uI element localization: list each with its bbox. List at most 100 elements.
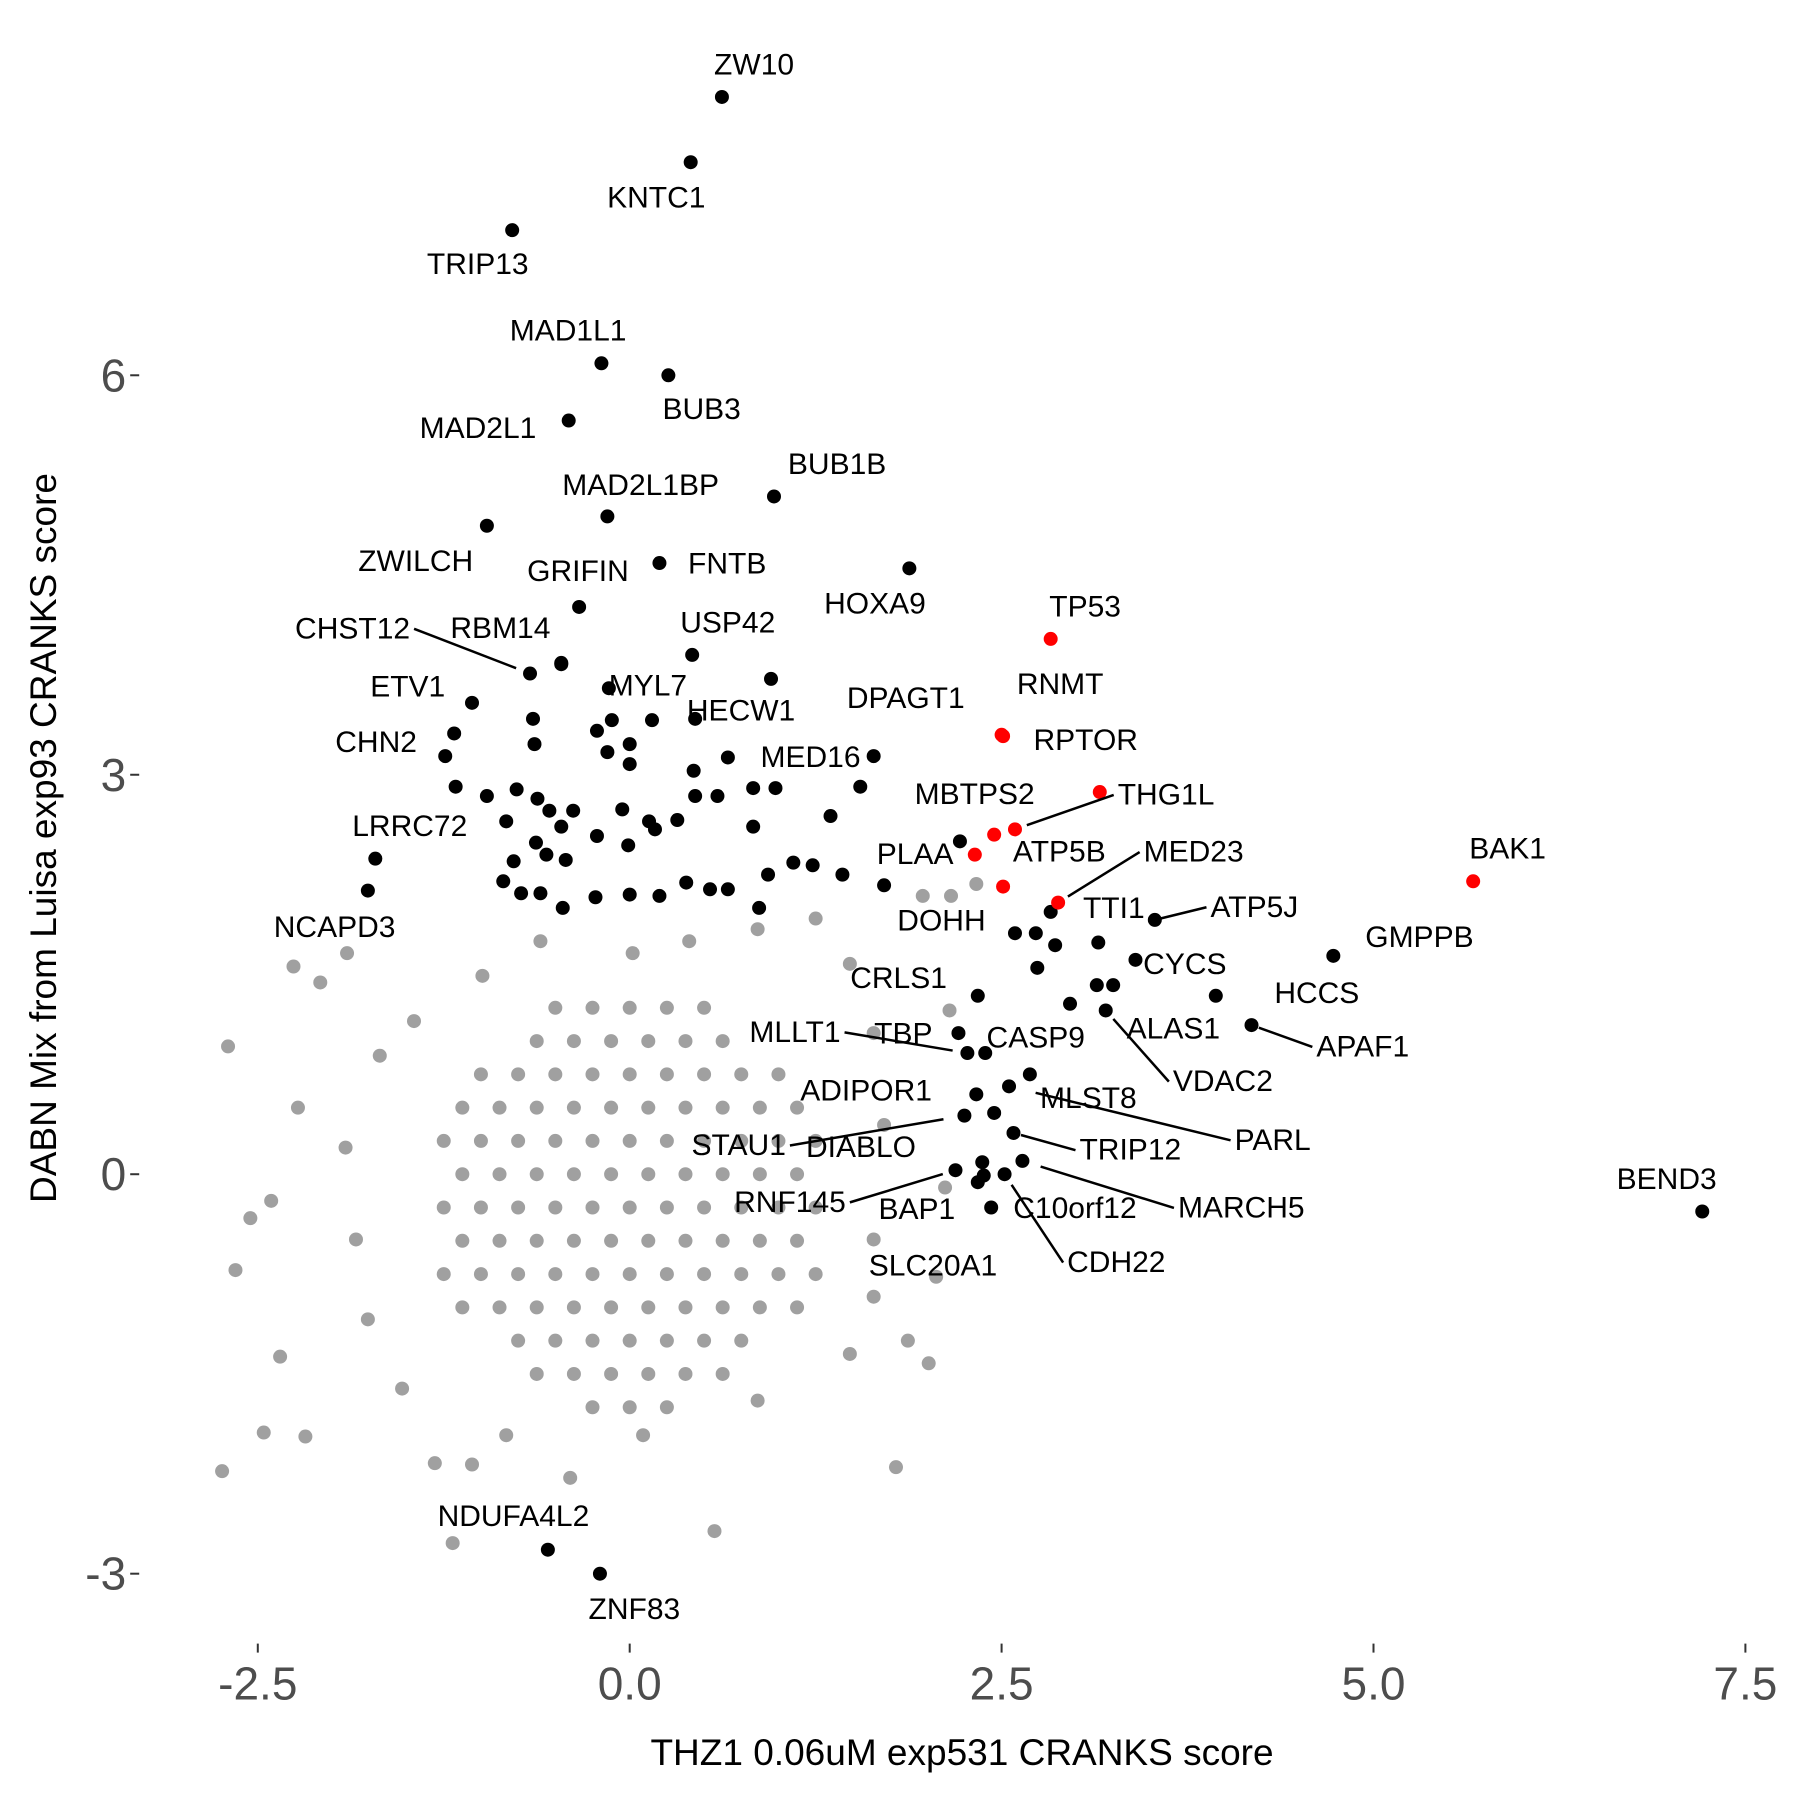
data-point: [678, 1366, 693, 1381]
data-point: [448, 779, 463, 794]
data-point: [436, 1200, 451, 1215]
data-point: [659, 1333, 674, 1348]
data-point: [678, 1100, 693, 1115]
data-point: [960, 1046, 975, 1061]
data-point: [621, 838, 636, 853]
data-point: [750, 922, 765, 937]
data-point: [511, 1267, 526, 1282]
y-axis-title: DABN Mix from Luisa exp93 CRANKS score: [23, 473, 64, 1203]
data-point: [479, 789, 494, 804]
data-point: [715, 1034, 730, 1049]
data-point: [585, 1333, 600, 1348]
data-point: [340, 946, 355, 961]
data-point: [548, 1000, 563, 1015]
data-point: [659, 1267, 674, 1282]
x-axis-title: THZ1 0.06uM exp531 CRANKS score: [650, 1732, 1273, 1773]
point-label: RBM14: [450, 612, 550, 645]
data-point: [228, 1263, 243, 1278]
data-point: [752, 1100, 767, 1115]
point-label: CHST12: [295, 612, 410, 645]
data-point: [1048, 938, 1063, 953]
point-label: HCCS: [1274, 977, 1359, 1010]
point-label: ATP5B: [1013, 836, 1106, 869]
point-label: APAF1: [1316, 1030, 1409, 1063]
point-label: DIABLO: [806, 1131, 916, 1164]
data-point: [842, 956, 857, 971]
data-point: [539, 847, 554, 862]
data-point: [622, 887, 637, 902]
leader-line: [1067, 851, 1141, 898]
data-point: [542, 803, 557, 818]
data-point: [1051, 895, 1066, 910]
data-point: [987, 1105, 1002, 1120]
data-point: [585, 1267, 600, 1282]
data-point: [975, 1155, 990, 1170]
data-point: [683, 155, 698, 170]
data-point: [714, 89, 729, 104]
leader-line: [1010, 1184, 1065, 1264]
data-point: [970, 988, 985, 1003]
data-point: [1006, 1125, 1021, 1140]
point-label: GMPPB: [1365, 921, 1473, 954]
data-point: [473, 1067, 488, 1082]
data-point: [529, 1366, 544, 1381]
data-point: [771, 1133, 786, 1148]
data-point: [771, 1267, 786, 1282]
data-point: [652, 888, 667, 903]
point-label: ALAS1: [1127, 1013, 1220, 1046]
data-point: [566, 1100, 581, 1115]
data-point: [406, 1014, 421, 1029]
point-label: FNTB: [688, 548, 766, 581]
data-point: [938, 1180, 953, 1195]
x-tick-label: 0.0: [598, 1658, 662, 1710]
data-point: [566, 1034, 581, 1049]
point-label: CHN2: [335, 726, 417, 759]
data-point: [475, 968, 490, 983]
point-label: RPTOR: [1034, 724, 1138, 757]
data-point: [566, 1366, 581, 1381]
point-label: HECW1: [687, 694, 795, 727]
data-point: [496, 874, 511, 889]
data-point: [679, 875, 694, 890]
data-point: [566, 1233, 581, 1248]
data-point: [566, 803, 581, 818]
data-point: [589, 723, 604, 738]
point-label: CASP9: [987, 1022, 1085, 1055]
data-point: [455, 1233, 470, 1248]
data-point: [455, 1167, 470, 1182]
point-label: MAD2L1: [420, 412, 537, 445]
leader-line: [1112, 1018, 1170, 1083]
data-point: [1002, 1079, 1017, 1094]
data-point: [866, 1232, 881, 1247]
data-point: [256, 1425, 271, 1440]
data-point: [842, 1346, 857, 1361]
data-point: [313, 975, 328, 990]
data-point: [921, 1356, 936, 1371]
data-point: [427, 1456, 442, 1471]
data-point: [641, 1100, 656, 1115]
data-point: [215, 1464, 230, 1479]
data-point: [697, 1000, 712, 1015]
point-label: MLLT1: [749, 1016, 840, 1049]
data-point: [984, 1200, 999, 1215]
data-point: [511, 1333, 526, 1348]
data-point: [641, 1034, 656, 1049]
data-point: [604, 1300, 619, 1315]
data-point: [558, 852, 573, 867]
data-point: [853, 779, 868, 794]
data-point: [585, 1133, 600, 1148]
data-point: [790, 1100, 805, 1115]
data-point: [290, 1100, 305, 1115]
data-point: [1106, 978, 1121, 993]
y-tick-label: 3: [101, 749, 127, 801]
data-point: [641, 1300, 656, 1315]
point-label: MED23: [1144, 836, 1244, 869]
data-point: [273, 1349, 288, 1364]
data-point: [1015, 1153, 1030, 1168]
data-point: [734, 1067, 749, 1082]
leader-line: [1035, 1091, 1231, 1142]
data-point: [1466, 874, 1481, 889]
data-point: [652, 556, 667, 571]
data-point: [479, 518, 494, 533]
data-point: [589, 829, 604, 844]
